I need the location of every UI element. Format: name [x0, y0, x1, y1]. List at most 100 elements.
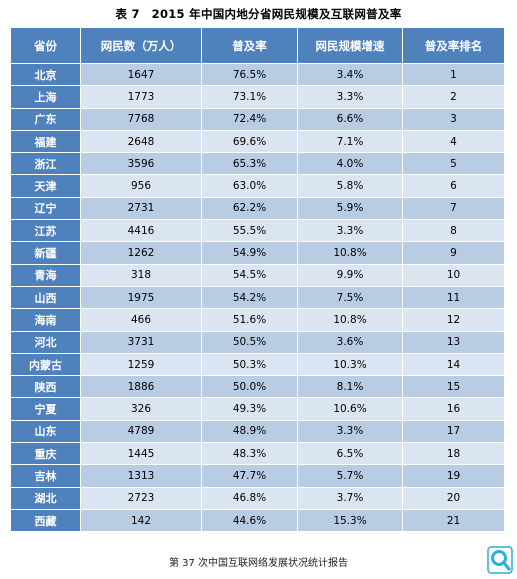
cell-growth: 3.7% — [297, 486, 403, 510]
table-row: 北京 1647 76.5% 3.4% 1 — [10, 62, 505, 87]
cell-rate: 51.6% — [201, 308, 298, 332]
cell-rank: 19 — [402, 464, 505, 488]
cell-users: 2648 — [80, 129, 202, 154]
cell-rate: 50.5% — [201, 330, 298, 354]
cell-province: 重庆 — [10, 442, 81, 466]
cell-users: 142 — [80, 508, 202, 533]
table-row: 浙江 3596 65.3% 4.0% 5 — [10, 152, 505, 176]
cell-rate: 54.5% — [201, 263, 298, 287]
cell-rate: 48.9% — [201, 419, 298, 444]
table-row: 内蒙古 1259 50.3% 10.3% 14 — [10, 352, 505, 377]
cell-rank: 15 — [402, 375, 505, 399]
cell-province: 北京 — [10, 62, 81, 87]
cell-growth: 3.3% — [297, 419, 403, 444]
table-row: 山东 4789 48.9% 3.3% 17 — [10, 419, 505, 444]
table-row: 广东 7768 72.4% 6.6% 3 — [10, 107, 505, 131]
cell-users: 2723 — [80, 486, 202, 510]
table-row: 吉林 1313 47.7% 5.7% 19 — [10, 464, 505, 488]
cell-rate: 76.5% — [201, 62, 298, 87]
table-row: 青海 318 54.5% 9.9% 10 — [10, 263, 505, 287]
cell-rate: 65.3% — [201, 152, 298, 176]
table-row: 河北 3731 50.5% 3.6% 13 — [10, 330, 505, 354]
table-row: 重庆 1445 48.3% 6.5% 18 — [10, 442, 505, 466]
cell-rate: 72.4% — [201, 107, 298, 131]
cell-rank: 9 — [402, 241, 505, 265]
cell-growth: 9.9% — [297, 263, 403, 287]
cell-province: 吉林 — [10, 464, 81, 488]
table-title: 表 7 2015 年中国内地分省网民规模及互联网普及率 — [115, 7, 402, 21]
cell-province: 辽宁 — [10, 196, 81, 221]
cell-rank: 17 — [402, 419, 505, 444]
cell-province: 福建 — [10, 129, 81, 154]
cell-growth: 5.7% — [297, 464, 403, 488]
header-users: 网民数（万人） — [80, 27, 202, 64]
cell-rank: 3 — [402, 107, 505, 131]
cell-rank: 14 — [402, 352, 505, 377]
header-rate: 普及率 — [201, 27, 298, 64]
cell-province: 青海 — [10, 263, 81, 287]
cell-growth: 5.9% — [297, 196, 403, 221]
cell-rank: 13 — [402, 330, 505, 354]
cell-growth: 15.3% — [297, 508, 403, 533]
cell-growth: 7.5% — [297, 285, 403, 310]
cell-rank: 21 — [402, 508, 505, 533]
cell-rank: 1 — [402, 62, 505, 87]
table-row: 西藏 142 44.6% 15.3% 21 — [10, 508, 505, 533]
cell-growth: 10.8% — [297, 308, 403, 332]
table-row: 江苏 4416 55.5% 3.3% 8 — [10, 219, 505, 243]
cell-users: 2731 — [80, 196, 202, 221]
cell-growth: 3.6% — [297, 330, 403, 354]
cell-users: 1445 — [80, 442, 202, 466]
cell-province: 山西 — [10, 285, 81, 310]
cell-users: 1773 — [80, 85, 202, 109]
cell-rate: 54.9% — [201, 241, 298, 265]
cell-province: 山东 — [10, 419, 81, 444]
report-footer: 第 37 次中国互联网络发展状况统计报告 — [168, 558, 349, 569]
cell-users: 1313 — [80, 464, 202, 488]
cell-province: 新疆 — [10, 241, 81, 265]
cell-users: 4416 — [80, 219, 202, 243]
table-row: 福建 2648 69.6% 7.1% 4 — [10, 129, 505, 154]
table-row: 宁夏 326 49.3% 10.6% 16 — [10, 397, 505, 421]
cell-growth: 7.1% — [297, 129, 403, 154]
table-row: 山西 1975 54.2% 7.5% 11 — [10, 285, 505, 310]
cell-rate: 54.2% — [201, 285, 298, 310]
internet-penetration-table: 省份 网民数（万人） 普及率 网民规模增速 普及率排名 北京 1647 76.5% 3… — [10, 27, 505, 533]
cell-growth: 5.8% — [297, 174, 403, 198]
cell-province: 宁夏 — [10, 397, 81, 421]
cell-users: 1975 — [80, 285, 202, 310]
cell-rate: 55.5% — [201, 219, 298, 243]
cell-growth: 10.6% — [297, 397, 403, 421]
cell-users: 1262 — [80, 241, 202, 265]
cell-rank: 12 — [402, 308, 505, 332]
cell-province: 内蒙古 — [10, 352, 81, 377]
cell-rank: 5 — [402, 152, 505, 176]
cell-growth: 3.3% — [297, 85, 403, 109]
cell-province: 广东 — [10, 107, 81, 131]
cell-users: 318 — [80, 263, 202, 287]
cell-province: 浙江 — [10, 152, 81, 176]
cell-rank: 7 — [402, 196, 505, 221]
cell-users: 1647 — [80, 62, 202, 87]
cell-rank: 18 — [402, 442, 505, 466]
cell-province: 西藏 — [10, 508, 81, 533]
cell-growth: 6.6% — [297, 107, 403, 131]
cell-province: 海南 — [10, 308, 81, 332]
cell-rank: 20 — [402, 486, 505, 510]
cell-rate: 63.0% — [201, 174, 298, 198]
header-province: 省份 — [10, 27, 81, 64]
cell-users: 3731 — [80, 330, 202, 354]
cell-rank: 6 — [402, 174, 505, 198]
cell-province: 陕西 — [10, 375, 81, 399]
cell-rate: 73.1% — [201, 85, 298, 109]
cell-rate: 62.2% — [201, 196, 298, 221]
cell-rate: 47.7% — [201, 464, 298, 488]
cell-rank: 10 — [402, 263, 505, 287]
table-row: 天津 956 63.0% 5.8% 6 — [10, 174, 505, 198]
cell-rate: 69.6% — [201, 129, 298, 154]
cell-growth: 3.3% — [297, 219, 403, 243]
cell-rate: 49.3% — [201, 397, 298, 421]
cell-rate: 50.3% — [201, 352, 298, 377]
table-row: 陕西 1886 50.0% 8.1% 15 — [10, 375, 505, 399]
cell-rank: 8 — [402, 219, 505, 243]
